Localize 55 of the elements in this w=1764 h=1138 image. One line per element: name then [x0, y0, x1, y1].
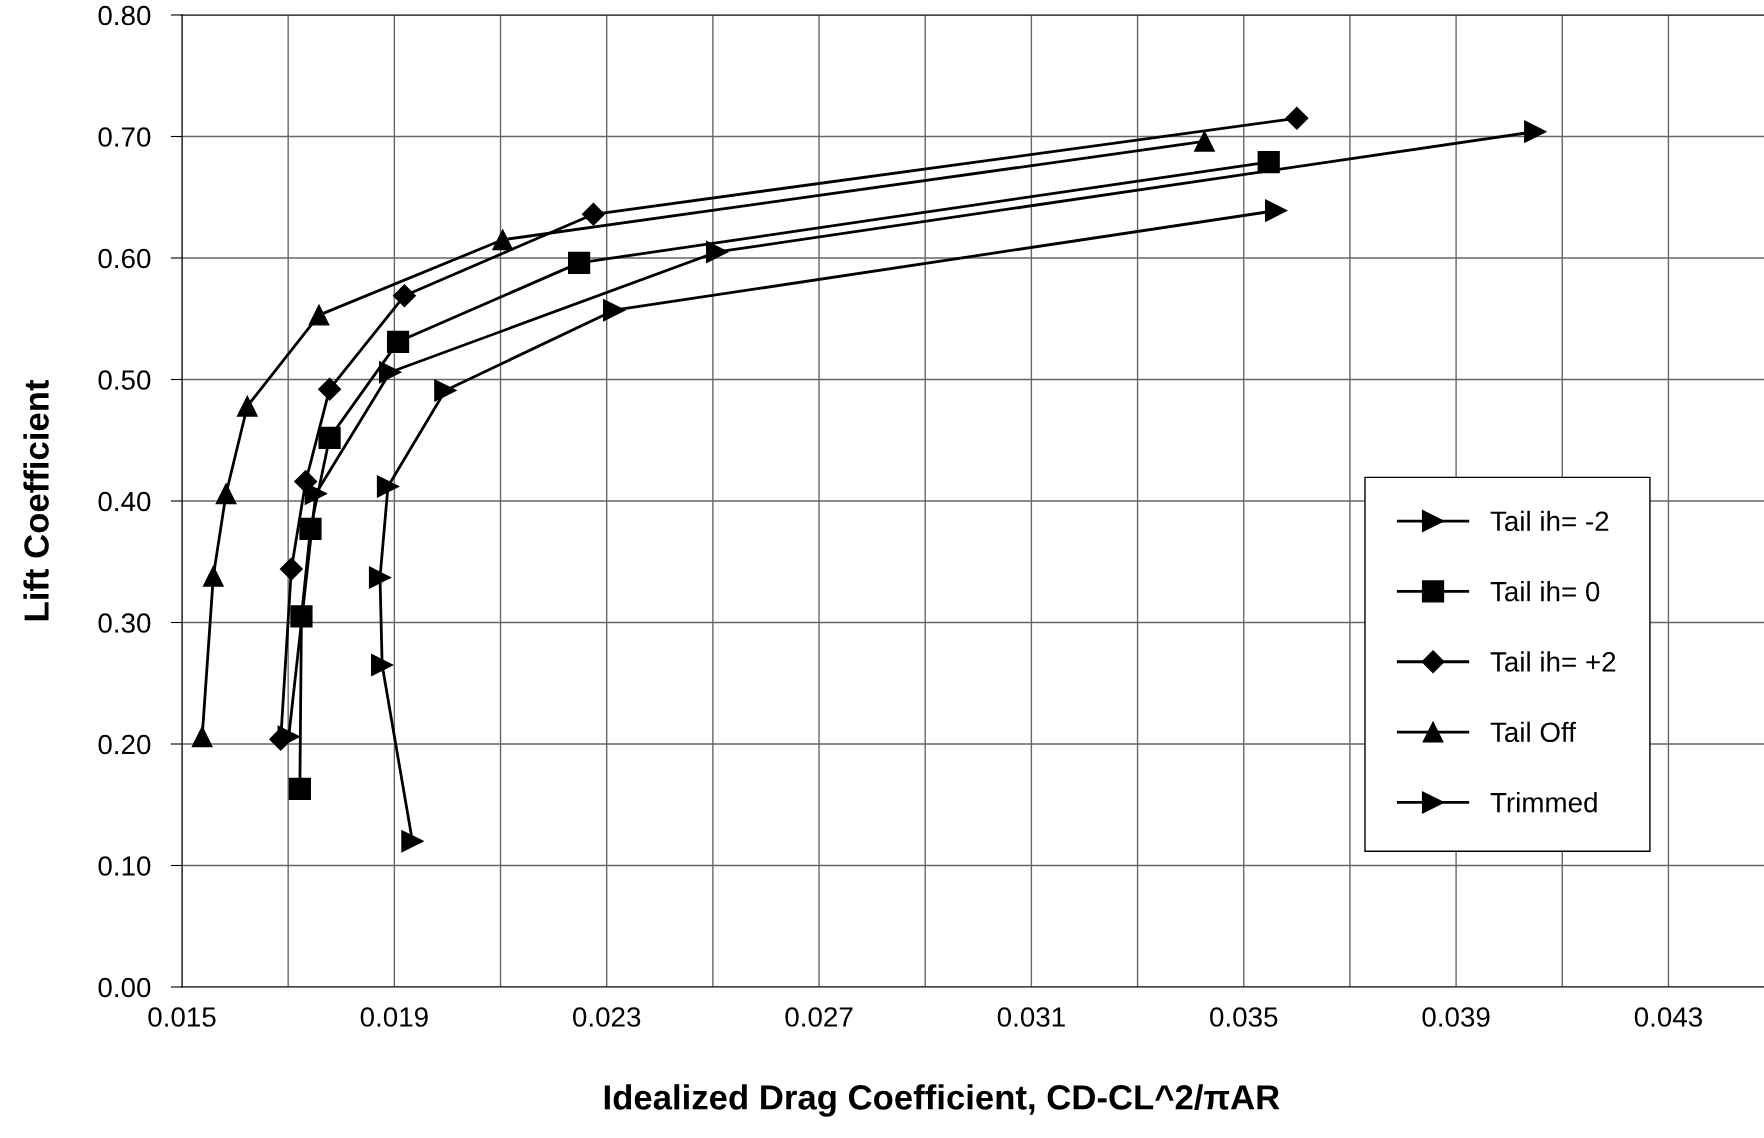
- legend-label: Trimmed: [1490, 792, 1597, 813]
- y-tick-label: 0.50: [98, 370, 151, 390]
- legend-label: Tail ih= 0: [1490, 581, 1600, 602]
- point: [308, 304, 330, 326]
- point: [371, 653, 394, 677]
- x-tick-label: 0.043: [1634, 1007, 1702, 1027]
- point: [1257, 150, 1280, 174]
- point: [1194, 130, 1215, 152]
- point: [376, 475, 400, 498]
- y-axis-title: Lift Coefficient: [23, 379, 49, 621]
- y-tick-label: 0.00: [98, 977, 151, 998]
- legend-label: Tail ih= +2: [1490, 651, 1616, 672]
- point: [318, 377, 342, 401]
- point: [378, 361, 402, 384]
- y-tick-label: 0.80: [98, 5, 151, 26]
- point: [492, 229, 514, 251]
- point: [294, 470, 318, 494]
- point: [581, 202, 605, 226]
- point: [202, 565, 224, 587]
- point: [603, 299, 626, 322]
- point: [386, 330, 410, 353]
- y-tick-label: 0.70: [98, 127, 151, 147]
- point: [290, 605, 313, 628]
- y-tick-label: 0.40: [98, 491, 151, 512]
- point: [318, 426, 341, 449]
- x-tick-label: 0.019: [360, 1007, 428, 1027]
- point: [1285, 106, 1309, 130]
- y-tick-label: 0.20: [98, 734, 151, 755]
- x-tick-label: 0.023: [573, 1007, 641, 1027]
- point: [392, 284, 416, 308]
- point: [401, 830, 424, 853]
- legend-label: Tail ih= -2: [1490, 510, 1609, 532]
- x-tick-label: 0.015: [148, 1007, 216, 1027]
- point: [1265, 199, 1288, 222]
- point: [434, 379, 457, 402]
- point: [706, 240, 729, 264]
- point: [1524, 120, 1547, 143]
- point: [215, 483, 237, 505]
- x-axis-title: Idealized Drag Coefficient, CD-CL^2/πAR: [604, 1084, 1280, 1117]
- y-tick-label: 0.10: [98, 856, 151, 876]
- x-tick-label: 0.039: [1422, 1007, 1490, 1027]
- point: [236, 395, 258, 417]
- point: [288, 777, 311, 801]
- point: [269, 727, 293, 751]
- x-tick-label: 0.031: [997, 1007, 1065, 1027]
- point: [368, 566, 392, 589]
- x-tick-label: 0.035: [1210, 1007, 1278, 1027]
- point: [279, 557, 303, 581]
- point: [191, 726, 213, 748]
- legend-label: Tail Off: [1490, 721, 1576, 743]
- x-tick-label: 0.027: [785, 1007, 853, 1027]
- y-tick-label: 0.60: [98, 248, 151, 269]
- point: [567, 251, 591, 274]
- point: [299, 517, 322, 541]
- y-tick-label: 0.30: [98, 613, 151, 633]
